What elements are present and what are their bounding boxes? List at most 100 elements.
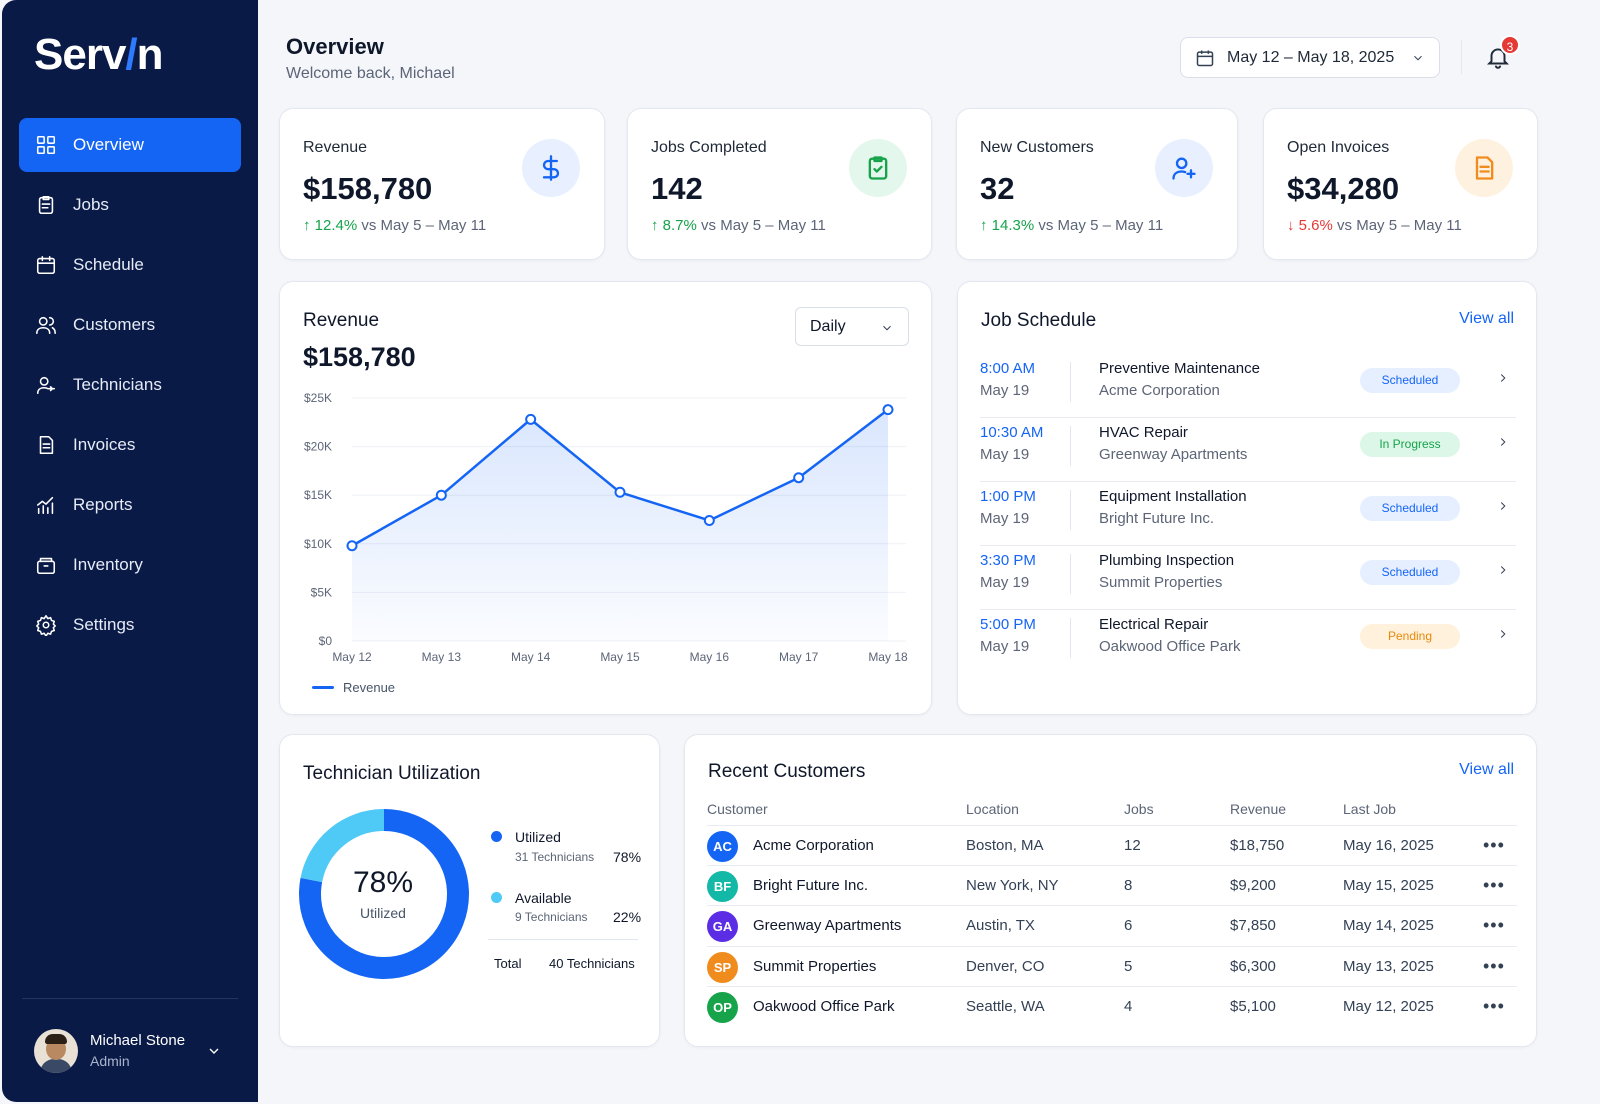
user-role: Admin bbox=[90, 1053, 130, 1069]
chevron-right-icon[interactable] bbox=[1496, 435, 1510, 449]
kpi-label: Revenue bbox=[303, 139, 368, 156]
calendar-icon bbox=[1196, 50, 1214, 66]
sidebar-item-invoices[interactable]: Invoices bbox=[19, 418, 241, 472]
customer-jobs: 12 bbox=[1124, 837, 1141, 854]
table-row[interactable]: AC Acme Corporation Boston, MA 12 $18,75… bbox=[707, 825, 1517, 865]
kpi-card-revenue: Revenue $158,780 ↑ 12.4% vs May 5 – May … bbox=[279, 108, 605, 260]
customer-avatar: BF bbox=[707, 871, 738, 902]
sidebar-item-inventory[interactable]: Inventory bbox=[19, 538, 241, 592]
job-customer: Summit Properties bbox=[1099, 574, 1223, 591]
table-row[interactable]: GA Greenway Apartments Austin, TX 6 $7,8… bbox=[707, 905, 1517, 945]
page-subtitle: Welcome back, Michael bbox=[286, 65, 455, 82]
kpi-value: $158,780 bbox=[303, 171, 433, 206]
user-profile[interactable]: Michael Stone Admin bbox=[22, 998, 238, 1102]
sidebar-item-label: Customers bbox=[73, 315, 156, 334]
job-row[interactable]: 8:00 AM May 19 Preventive Maintenance Ac… bbox=[980, 354, 1516, 418]
customer-location: Austin, TX bbox=[966, 917, 1035, 934]
more-icon[interactable]: ••• bbox=[1483, 996, 1505, 1016]
customer-last-job: May 14, 2025 bbox=[1343, 917, 1434, 934]
chevron-down-icon[interactable] bbox=[206, 1043, 222, 1059]
job-row[interactable]: 5:00 PM May 19 Electrical Repair Oakwood… bbox=[980, 610, 1516, 674]
table-row[interactable]: BF Bright Future Inc. New York, NY 8 $9,… bbox=[707, 865, 1517, 905]
job-row[interactable]: 3:30 PM May 19 Plumbing Inspection Summi… bbox=[980, 546, 1516, 610]
sidebar-item-label: Schedule bbox=[73, 255, 144, 274]
table-row[interactable]: OP Oakwood Office Park Seattle, WA 4 $5,… bbox=[707, 986, 1517, 1026]
data-point bbox=[703, 514, 715, 526]
more-icon[interactable]: ••• bbox=[1483, 915, 1505, 935]
chevron-down-icon bbox=[1414, 55, 1422, 61]
period-select[interactable]: Daily bbox=[795, 307, 909, 346]
job-row[interactable]: 1:00 PM May 19 Equipment Installation Br… bbox=[980, 482, 1516, 546]
recent-customers-card: Recent Customers View all Customer Locat… bbox=[684, 734, 1537, 1047]
kpi-card-open-invoices: Open Invoices $34,280 ↓ 5.6% vs May 5 – … bbox=[1263, 108, 1538, 260]
job-date: May 19 bbox=[980, 382, 1030, 399]
clipboard-check-icon bbox=[849, 139, 907, 197]
more-icon[interactable]: ••• bbox=[1483, 956, 1505, 976]
chart-legend: Revenue bbox=[312, 680, 395, 695]
sidebar-item-label: Overview bbox=[73, 135, 144, 154]
view-all-link[interactable]: View all bbox=[1459, 310, 1514, 327]
util-count: 31 Technicians bbox=[515, 850, 595, 864]
row-divider bbox=[1070, 554, 1071, 594]
chevron-right-icon[interactable] bbox=[1496, 499, 1510, 513]
bar-chart-icon bbox=[36, 496, 54, 515]
view-all-link[interactable]: View all bbox=[1459, 761, 1514, 778]
data-point bbox=[793, 472, 805, 484]
app-logo[interactable]: Serv/n bbox=[34, 30, 164, 79]
customer-location: Seattle, WA bbox=[966, 998, 1045, 1015]
customer-name: Greenway Apartments bbox=[753, 917, 902, 934]
chevron-right-icon[interactable] bbox=[1496, 627, 1510, 641]
chevron-right-icon[interactable] bbox=[1496, 563, 1510, 577]
more-icon[interactable]: ••• bbox=[1483, 835, 1505, 855]
revenue-total: $158,780 bbox=[303, 342, 416, 372]
x-tick-label: May 14 bbox=[511, 650, 551, 664]
customer-name: Oakwood Office Park bbox=[753, 998, 895, 1015]
box-icon bbox=[36, 557, 56, 575]
row-divider bbox=[1070, 426, 1071, 466]
customer-avatar: OP bbox=[707, 992, 738, 1023]
user-plus-icon bbox=[1155, 139, 1213, 197]
sidebar-item-settings[interactable]: Settings bbox=[19, 598, 241, 652]
arrow-down-icon: ↓ bbox=[1287, 217, 1299, 234]
invoice-icon bbox=[1455, 139, 1513, 197]
kpi-compare: vs May 5 – May 11 bbox=[1337, 217, 1462, 234]
sidebar-item-customers[interactable]: Customers bbox=[19, 298, 241, 352]
notification-badge: 3 bbox=[1500, 35, 1520, 55]
date-range-picker[interactable]: May 12 – May 18, 2025 bbox=[1180, 37, 1440, 78]
sidebar-item-overview[interactable]: Overview bbox=[19, 118, 241, 172]
data-point bbox=[525, 413, 537, 425]
status-badge: Pending bbox=[1360, 624, 1460, 649]
technician-utilization-card: Technician Utilization 78% Utilized Util… bbox=[279, 734, 660, 1047]
dollar-icon bbox=[522, 139, 580, 197]
sidebar-item-label: Settings bbox=[73, 615, 135, 634]
sidebar-item-jobs[interactable]: Jobs bbox=[19, 178, 241, 232]
data-point bbox=[614, 486, 626, 498]
job-row[interactable]: 10:30 AM May 19 HVAC Repair Greenway Apa… bbox=[980, 418, 1516, 482]
sidebar-nav: Overview Jobs Schedule Customers Technic… bbox=[19, 118, 241, 658]
customer-last-job: May 16, 2025 bbox=[1343, 837, 1434, 854]
data-point bbox=[435, 489, 447, 501]
kpi-trend: ↓ 5.6% vs May 5 – May 11 bbox=[1287, 217, 1462, 234]
more-icon[interactable]: ••• bbox=[1483, 875, 1505, 895]
customer-revenue: $9,200 bbox=[1230, 877, 1276, 894]
y-tick-label: $5K bbox=[311, 585, 332, 599]
sidebar-item-schedule[interactable]: Schedule bbox=[19, 238, 241, 292]
sidebar-item-technicians[interactable]: Technicians bbox=[19, 358, 241, 412]
sidebar-item-reports[interactable]: Reports bbox=[19, 478, 241, 532]
header-divider bbox=[1461, 40, 1462, 74]
util-pct: 22% bbox=[613, 909, 642, 925]
kpi-change: 14.3% bbox=[991, 217, 1035, 234]
donut-center-label: Utilized bbox=[360, 905, 406, 921]
clipboard-icon bbox=[38, 195, 54, 215]
donut-segment-utilized bbox=[299, 809, 469, 979]
y-tick-label: $20K bbox=[304, 440, 332, 454]
column-header: Customer bbox=[707, 801, 768, 817]
revenue-area bbox=[352, 409, 888, 641]
util-pct: 78% bbox=[613, 849, 642, 865]
column-header: Revenue bbox=[1230, 801, 1287, 817]
x-tick-label: May 16 bbox=[690, 650, 730, 664]
arrow-up-icon: ↑ bbox=[980, 217, 992, 234]
chevron-right-icon[interactable] bbox=[1496, 371, 1510, 385]
legend-dot-available bbox=[491, 892, 502, 903]
table-row[interactable]: SP Summit Properties Denver, CO 5 $6,300… bbox=[707, 946, 1517, 986]
